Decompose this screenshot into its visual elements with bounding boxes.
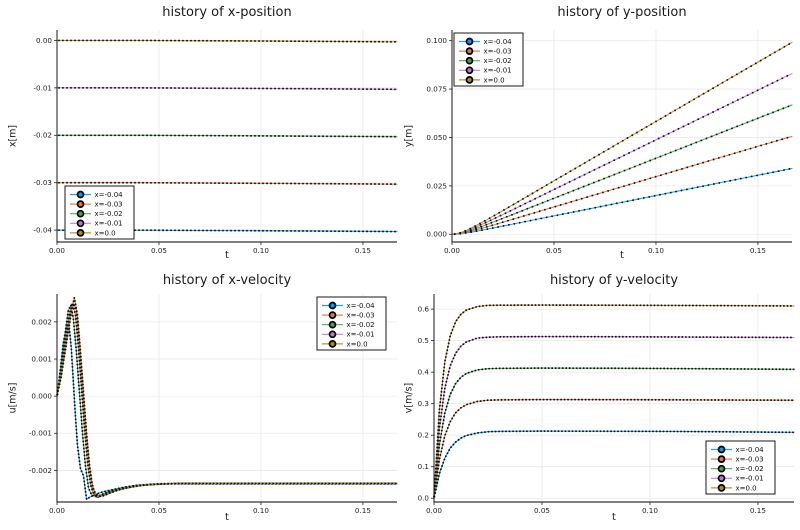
svg-text:x=-0.03: x=-0.03 <box>736 456 764 464</box>
svg-text:x=0.0: x=0.0 <box>736 484 757 492</box>
plot-title: history of y-velocity <box>549 273 679 288</box>
x-axis-label: t <box>620 250 624 261</box>
svg-text:x=-0.02: x=-0.02 <box>484 57 512 65</box>
svg-text:0.15: 0.15 <box>355 506 371 515</box>
plot-title: history of y-position <box>557 5 687 20</box>
y-axis-label: u[m/s] <box>7 382 19 414</box>
svg-text:x=-0.01: x=-0.01 <box>736 475 764 483</box>
svg-text:0.15: 0.15 <box>750 506 766 515</box>
x-axis-label: t <box>225 512 229 523</box>
svg-text:-0.01: -0.01 <box>33 83 52 92</box>
chart-canvas-x-velocity: 0.00 0.05 0.10 0.15 0.002 0.001 0.000 -0.001 -0.… <box>29 294 398 515</box>
plot-title: history of x-velocity <box>162 273 292 288</box>
svg-text:0.10: 0.10 <box>642 506 658 515</box>
svg-text:-0.02: -0.02 <box>33 131 52 140</box>
chart-canvas-x-position: 0.00 0.05 0.10 0.15 0.00 -0.01 -0.02 -0.03 -0.04… <box>33 30 398 255</box>
svg-text:-0.04: -0.04 <box>33 226 52 235</box>
svg-text:x=-0.03: x=-0.03 <box>484 48 512 56</box>
svg-text:x=0.0: x=0.0 <box>484 76 505 84</box>
svg-text:0.00: 0.00 <box>426 506 442 515</box>
svg-text:0.15: 0.15 <box>355 246 371 255</box>
svg-text:0.00: 0.00 <box>36 36 52 45</box>
svg-text:x=-0.01: x=-0.01 <box>484 67 512 75</box>
svg-text:0.001: 0.001 <box>31 354 52 363</box>
chart-canvas-y-velocity: 0.00 0.05 0.10 0.15 0.0 0.1 0.2 0.3 0.4 0.5 0.6 x=-… <box>418 294 795 515</box>
svg-text:0.5: 0.5 <box>418 336 429 345</box>
svg-text:x=-0.02: x=-0.02 <box>736 465 764 473</box>
svg-text:0.05: 0.05 <box>151 506 167 515</box>
svg-text:0.4: 0.4 <box>418 368 430 377</box>
y-axis-label: y[m] <box>403 124 415 148</box>
plot-x-position: 0.00 0.05 0.10 0.15 0.00 -0.01 -0.02 -0.03 -0.04… <box>0 0 400 265</box>
chart-canvas-y-position: 0.00 0.05 0.10 0.15 0.000 0.025 0.050 0.075 0.10… <box>426 30 793 255</box>
svg-text:x=-0.03: x=-0.03 <box>347 312 375 320</box>
svg-text:0.6: 0.6 <box>418 305 430 314</box>
svg-text:-0.001: -0.001 <box>29 429 52 438</box>
svg-text:0.025: 0.025 <box>426 181 447 190</box>
svg-text:x=-0.04: x=-0.04 <box>347 302 376 310</box>
svg-text:0.10: 0.10 <box>253 246 269 255</box>
svg-text:x=0.0: x=0.0 <box>95 229 116 237</box>
svg-text:0.1: 0.1 <box>418 462 429 471</box>
plot-y-velocity: 0.00 0.05 0.10 0.15 0.0 0.1 0.2 0.3 0.4 0.5 0.6 x=-… <box>400 265 800 530</box>
svg-text:0.10: 0.10 <box>648 246 664 255</box>
svg-text:0.05: 0.05 <box>151 246 167 255</box>
svg-text:x=-0.04: x=-0.04 <box>736 446 765 454</box>
svg-text:x=-0.01: x=-0.01 <box>95 220 123 228</box>
svg-text:0.100: 0.100 <box>426 36 447 45</box>
svg-text:0.050: 0.050 <box>426 133 447 142</box>
svg-text:-0.03: -0.03 <box>33 178 52 187</box>
svg-text:0.075: 0.075 <box>426 84 447 93</box>
svg-text:x=-0.03: x=-0.03 <box>95 201 123 209</box>
svg-text:x=-0.04: x=-0.04 <box>95 191 124 199</box>
svg-text:0.05: 0.05 <box>534 506 550 515</box>
svg-text:0.000: 0.000 <box>31 392 52 401</box>
svg-text:x=0.0: x=0.0 <box>347 340 368 348</box>
svg-text:x=-0.02: x=-0.02 <box>95 210 123 218</box>
svg-text:0.2: 0.2 <box>418 431 429 440</box>
plot-title: history of x-position <box>162 5 292 20</box>
svg-text:0.10: 0.10 <box>253 506 269 515</box>
svg-text:x=-0.02: x=-0.02 <box>347 321 375 329</box>
svg-text:0.00: 0.00 <box>444 246 460 255</box>
svg-text:0.000: 0.000 <box>426 230 447 239</box>
svg-text:-0.002: -0.002 <box>29 466 52 475</box>
svg-text:0.00: 0.00 <box>49 246 65 255</box>
svg-text:0.15: 0.15 <box>750 246 766 255</box>
svg-text:0.3: 0.3 <box>418 399 429 408</box>
y-axis-label: v[m/s] <box>403 382 415 414</box>
svg-text:0.00: 0.00 <box>49 506 65 515</box>
svg-text:0.0: 0.0 <box>418 494 430 503</box>
x-axis-label: t <box>225 250 229 261</box>
plot-y-position: 0.00 0.05 0.10 0.15 0.000 0.025 0.050 0.075 0.10… <box>400 0 800 265</box>
x-axis-label: t <box>612 512 616 523</box>
svg-text:0.05: 0.05 <box>546 246 562 255</box>
plot-x-velocity: 0.00 0.05 0.10 0.15 0.002 0.001 0.000 -0.001 -0.… <box>0 265 400 530</box>
svg-text:x=-0.04: x=-0.04 <box>484 38 513 46</box>
svg-text:x=-0.01: x=-0.01 <box>347 331 375 339</box>
svg-text:0.002: 0.002 <box>31 317 52 326</box>
y-axis-label: x[m] <box>7 124 19 148</box>
